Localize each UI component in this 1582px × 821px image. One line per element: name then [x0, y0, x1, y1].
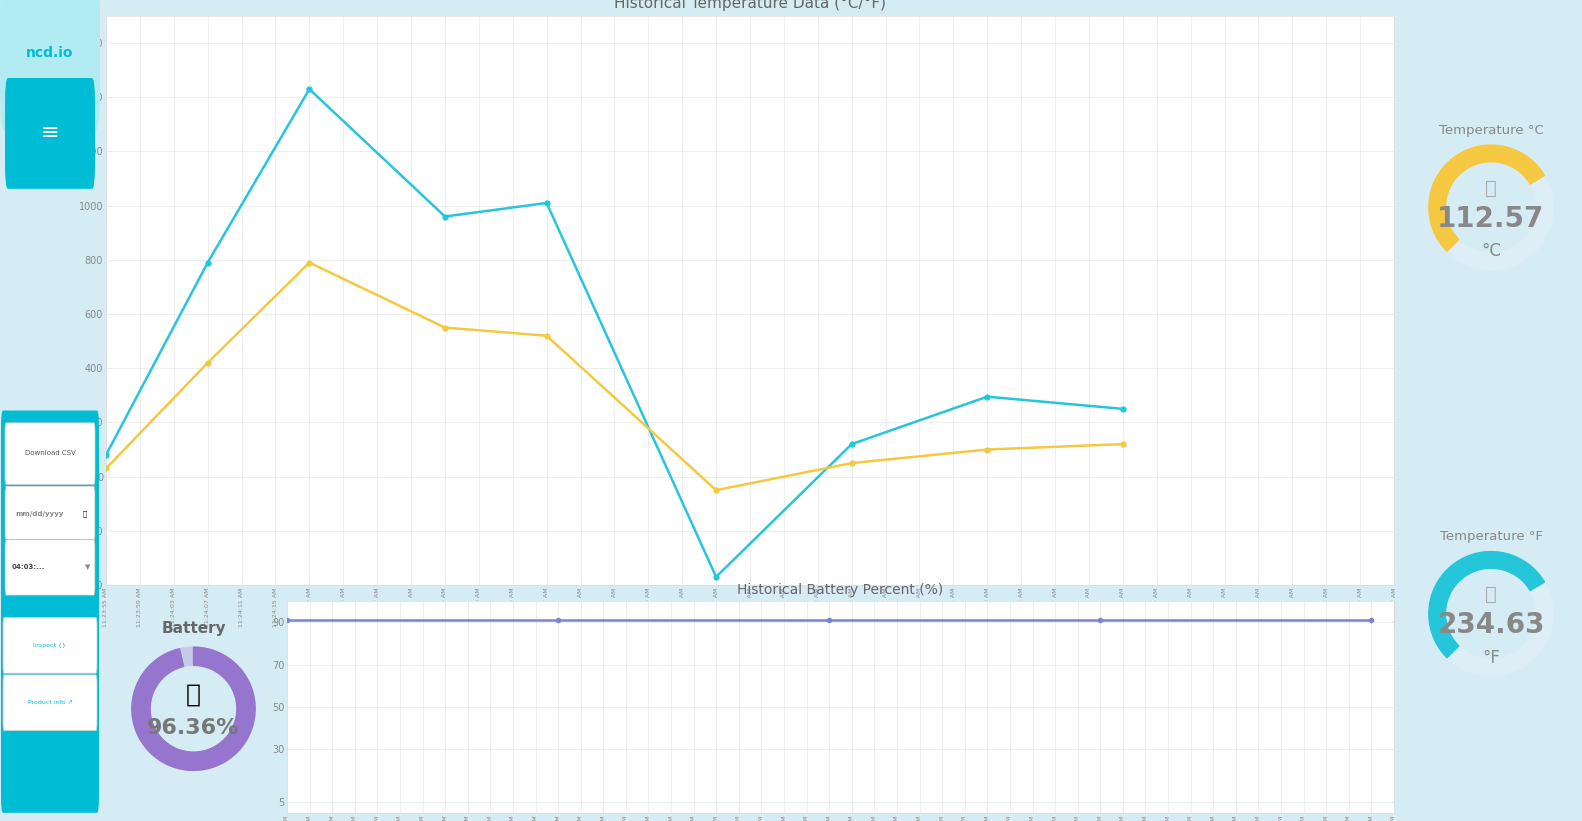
Text: Product info ↗: Product info ↗	[27, 700, 73, 705]
Text: 🔋: 🔋	[187, 683, 201, 707]
Text: 96.36%: 96.36%	[147, 718, 240, 738]
FancyBboxPatch shape	[3, 675, 97, 731]
Text: 234.63: 234.63	[1438, 611, 1544, 639]
Title: Historical Battery Percent (%): Historical Battery Percent (%)	[737, 583, 943, 597]
Text: Temperature °F: Temperature °F	[1440, 530, 1542, 544]
FancyBboxPatch shape	[5, 78, 95, 189]
Text: 📅: 📅	[82, 511, 87, 517]
Text: 112.57: 112.57	[1438, 204, 1544, 232]
Text: Inspect {}: Inspect {}	[33, 643, 66, 648]
FancyBboxPatch shape	[5, 486, 95, 542]
Polygon shape	[131, 647, 255, 770]
Text: Battery: Battery	[161, 621, 226, 636]
Text: Download CSV: Download CSV	[25, 450, 76, 456]
FancyBboxPatch shape	[2, 410, 100, 813]
Text: °C: °C	[1481, 242, 1501, 260]
Text: ≡: ≡	[41, 123, 59, 143]
Title: Historical Temperature Data (°C/°F): Historical Temperature Data (°C/°F)	[614, 0, 886, 11]
Text: °F: °F	[1482, 649, 1500, 667]
FancyBboxPatch shape	[5, 539, 95, 595]
Polygon shape	[1429, 145, 1544, 251]
Polygon shape	[1429, 145, 1554, 269]
Polygon shape	[131, 647, 255, 770]
Text: 🌡: 🌡	[1485, 179, 1497, 198]
FancyBboxPatch shape	[0, 0, 100, 131]
Text: ncd.io: ncd.io	[27, 46, 74, 61]
Text: mm/dd/yyyy: mm/dd/yyyy	[14, 511, 63, 517]
Text: Date:: Date:	[8, 490, 25, 495]
Text: Temperature °C: Temperature °C	[1438, 124, 1544, 137]
FancyBboxPatch shape	[3, 617, 97, 673]
FancyBboxPatch shape	[5, 423, 95, 484]
Text: 04:03:...: 04:03:...	[13, 564, 46, 571]
Text: 🌡: 🌡	[1485, 585, 1497, 604]
Text: MAC: MAC	[8, 544, 22, 548]
Polygon shape	[1429, 552, 1554, 676]
Text: ▼: ▼	[85, 564, 90, 571]
Polygon shape	[1429, 552, 1544, 658]
